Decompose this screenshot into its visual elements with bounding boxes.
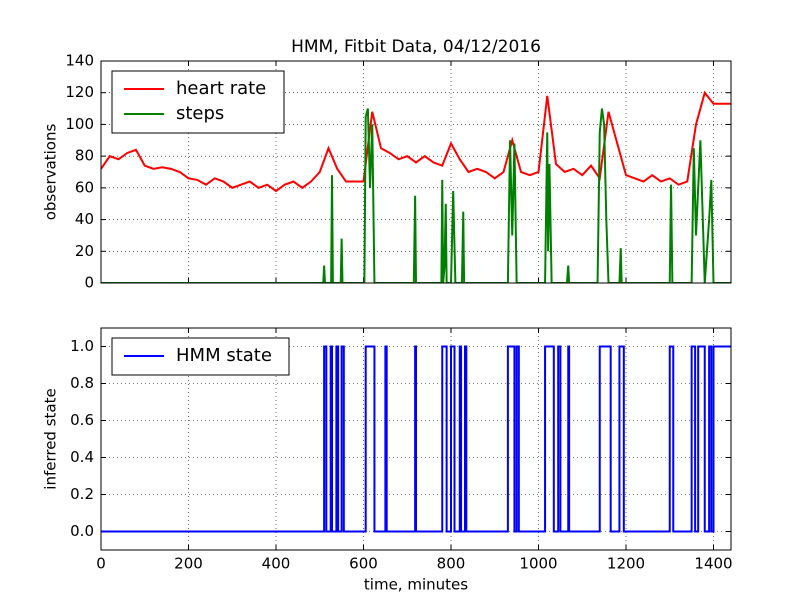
legend-label: heart rate: [176, 78, 266, 99]
x-tick-label: 200: [174, 555, 203, 573]
y-tick-label: 0.6: [70, 411, 94, 429]
series-line: [101, 90, 731, 193]
x-tick-label: 400: [262, 555, 291, 573]
x-axis-label: time, minutes: [364, 576, 468, 594]
y-tick-label: 100: [65, 115, 94, 133]
x-tick-label: 0: [96, 555, 106, 573]
y-axis-label: observations: [42, 124, 60, 221]
y-tick-label: 20: [75, 242, 94, 260]
y-tick-label: 40: [75, 210, 94, 228]
x-tick-label: 1400: [694, 555, 732, 573]
axes-frame: [100, 327, 732, 551]
series-line: [101, 345, 731, 533]
legend-label: HMM state: [176, 345, 272, 366]
legend-label: steps: [176, 103, 224, 124]
x-tick-label: 1200: [607, 555, 645, 573]
y-tick-label: 0.0: [70, 522, 94, 540]
y-tick-label: 0.8: [70, 374, 94, 392]
y-tick-label: 1.0: [70, 337, 94, 355]
axes-frame: [100, 60, 732, 284]
x-tick-label: 1000: [519, 555, 557, 573]
y-tick-label: 120: [65, 83, 94, 101]
y-tick-label: 0.2: [70, 485, 94, 503]
y-tick-label: 0: [84, 274, 94, 292]
y-tick-label: 80: [75, 147, 94, 165]
chart-title: HMM, Fitbit Data, 04/12/2016: [291, 37, 541, 57]
x-tick-label: 600: [349, 555, 378, 573]
x-tick-label: 800: [437, 555, 466, 573]
y-axis-label: inferred state: [42, 388, 60, 489]
y-tick-label: 140: [65, 52, 94, 70]
series-line: [101, 108, 731, 283]
y-tick-label: 60: [75, 178, 94, 196]
y-tick-label: 0.4: [70, 448, 94, 466]
legend-box: [111, 70, 285, 134]
